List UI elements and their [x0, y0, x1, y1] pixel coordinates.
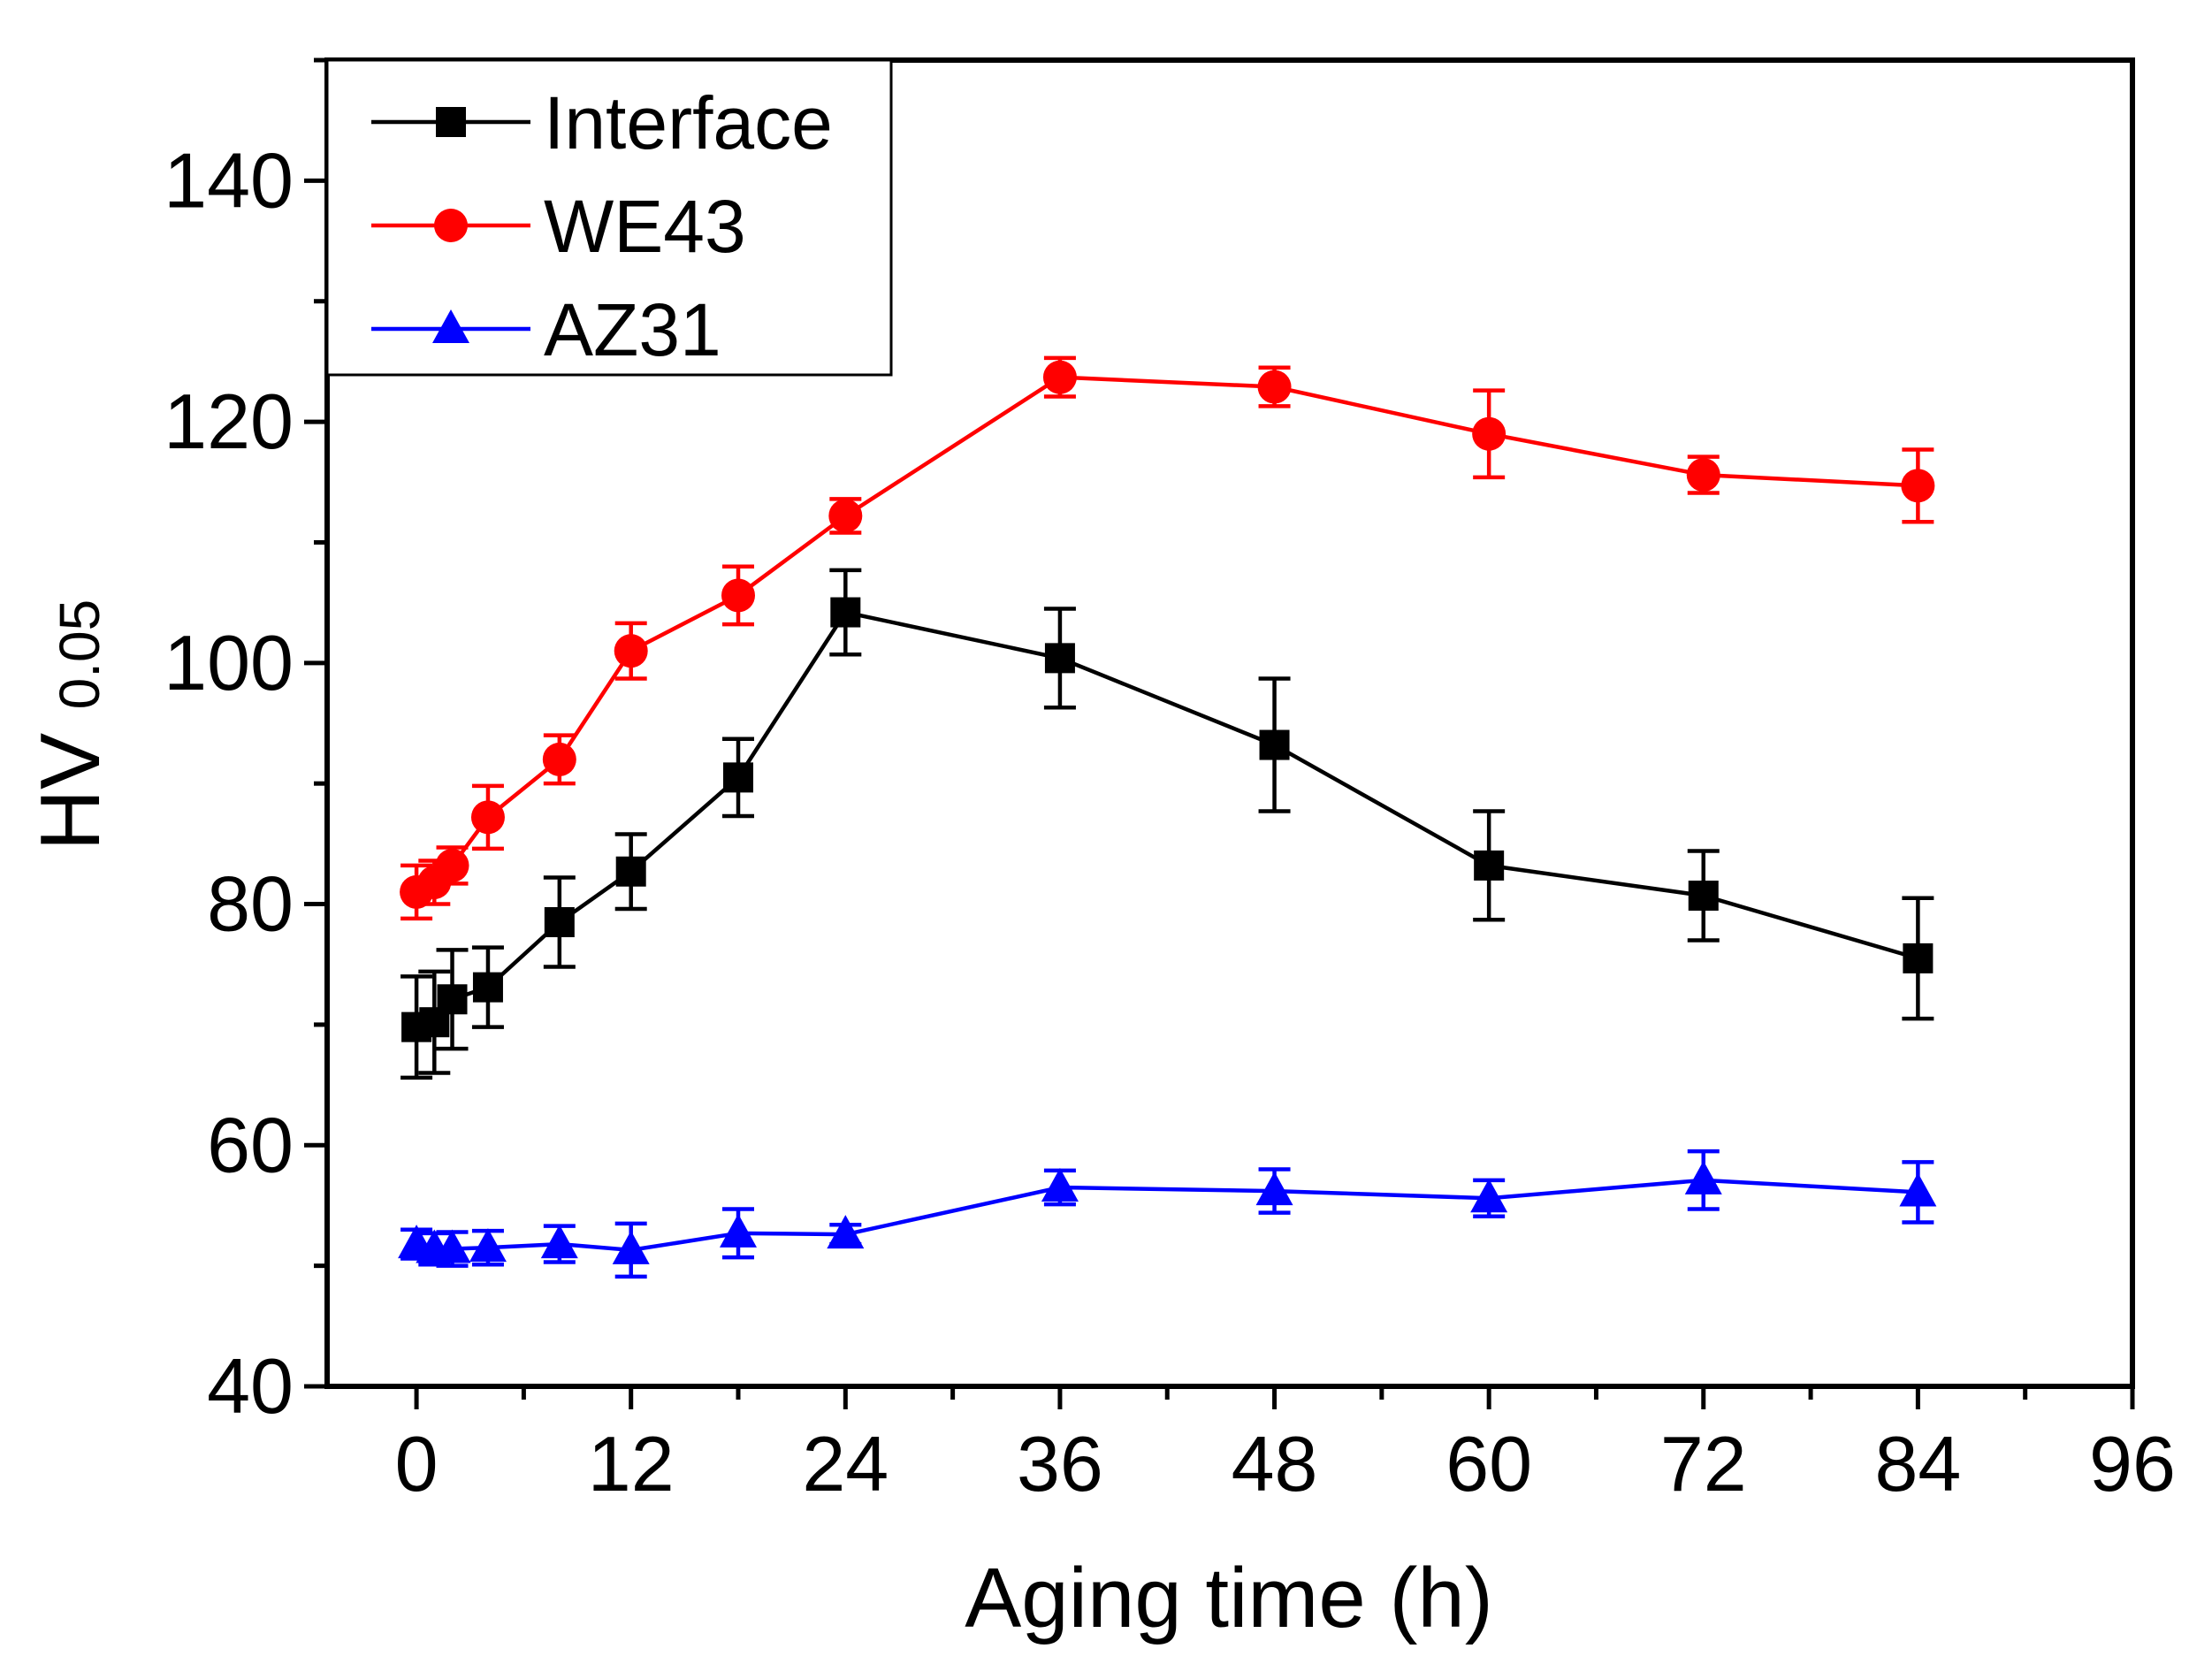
- x-tick-label: 84: [1874, 1420, 1961, 1507]
- y-axis-title-main: HV: [23, 733, 118, 851]
- series-layer: [398, 355, 1937, 1279]
- data-point-interface: [1474, 850, 1505, 881]
- y-axis-title-subscript: 0.05: [48, 599, 111, 710]
- data-point-interface: [1044, 643, 1075, 674]
- data-point-az31: [1255, 1171, 1293, 1206]
- x-tick-label: 36: [1017, 1420, 1103, 1507]
- axes-layer: 0 12 24 36 48 60 72 84 96 40 60 80 100 120 140: [164, 57, 2176, 1507]
- legend-label-az31: AZ31: [544, 288, 721, 371]
- series-az31: [398, 1149, 1937, 1279]
- x-tick-label: 96: [2089, 1420, 2176, 1507]
- data-point-interface: [1259, 729, 1290, 760]
- data-point-az31: [612, 1230, 650, 1264]
- y-tick-label: 120: [164, 378, 294, 465]
- data-point-az31: [540, 1225, 578, 1259]
- data-point-interface: [1688, 881, 1719, 911]
- data-point-we43: [1472, 416, 1506, 451]
- x-tick-label: 48: [1232, 1420, 1318, 1507]
- data-point-az31: [433, 1229, 471, 1263]
- data-point-az31: [1470, 1179, 1508, 1213]
- data-point-interface: [472, 972, 503, 1003]
- data-point-we43: [721, 578, 756, 613]
- y-tick-label: 100: [164, 619, 294, 706]
- y-tick-label: 140: [164, 136, 294, 224]
- legend-marker-we43: [434, 209, 468, 242]
- data-point-interface: [437, 984, 468, 1015]
- data-point-we43: [1901, 469, 1935, 503]
- data-point-az31: [827, 1215, 865, 1249]
- legend-box: [325, 58, 893, 377]
- data-point-interface: [723, 762, 754, 793]
- data-point-az31: [1041, 1168, 1079, 1202]
- data-point-we43: [470, 800, 505, 835]
- data-point-az31: [469, 1228, 507, 1263]
- data-point-we43: [828, 499, 863, 533]
- y-tick-label: 80: [207, 860, 294, 948]
- data-point-we43: [1257, 370, 1292, 404]
- legend-label-we43: WE43: [544, 185, 746, 268]
- data-point-we43: [614, 634, 648, 668]
- x-tick-label: 0: [395, 1420, 439, 1507]
- series-interface: [400, 568, 1934, 1080]
- data-point-interface: [615, 856, 646, 887]
- y-tick-label: 60: [207, 1101, 294, 1188]
- data-point-az31: [1899, 1172, 1937, 1207]
- y-tick-label: 40: [207, 1342, 294, 1430]
- legend-label-interface: Interface: [544, 81, 833, 164]
- x-axis-title: Aging time (h): [965, 1551, 1493, 1645]
- data-point-we43: [1686, 458, 1720, 492]
- data-point-interface: [1903, 943, 1934, 973]
- data-point-interface: [830, 597, 861, 628]
- plot-frame: [324, 57, 2135, 1389]
- x-tick-label: 60: [1445, 1420, 1532, 1507]
- x-tick-label: 12: [588, 1420, 675, 1507]
- y-axis-title: HV 0.05: [23, 599, 118, 851]
- x-tick-label: 72: [1660, 1420, 1747, 1507]
- legend: Interface WE43 AZ31: [325, 58, 893, 377]
- data-point-interface: [544, 907, 575, 937]
- data-point-az31: [1684, 1160, 1722, 1194]
- data-point-we43: [542, 742, 576, 776]
- data-point-az31: [720, 1213, 758, 1248]
- series-we43: [400, 355, 1935, 921]
- data-point-we43: [1042, 360, 1077, 394]
- x-tick-label: 24: [802, 1420, 889, 1507]
- legend-marker-az31: [432, 309, 469, 343]
- legend-marker-interface: [436, 107, 466, 137]
- data-point-we43: [435, 848, 469, 882]
